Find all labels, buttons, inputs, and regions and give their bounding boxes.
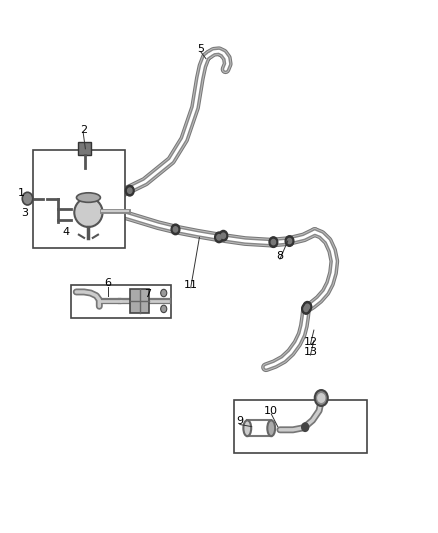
Bar: [234, 400, 367, 453]
Text: 9: 9: [237, 416, 244, 426]
Text: 7: 7: [144, 289, 151, 299]
Circle shape: [221, 233, 226, 238]
Ellipse shape: [267, 420, 275, 436]
Text: 12: 12: [304, 337, 318, 347]
Circle shape: [305, 304, 310, 310]
Text: 4: 4: [62, 227, 69, 237]
Circle shape: [217, 235, 221, 240]
Circle shape: [171, 224, 180, 235]
Circle shape: [219, 230, 228, 241]
Circle shape: [302, 304, 311, 314]
Text: 5: 5: [197, 44, 204, 54]
Circle shape: [271, 239, 276, 245]
Circle shape: [161, 305, 167, 313]
Bar: [33, 150, 125, 248]
Circle shape: [315, 390, 328, 406]
Circle shape: [303, 302, 312, 312]
Circle shape: [318, 394, 325, 402]
Text: 8: 8: [276, 251, 283, 261]
Ellipse shape: [244, 420, 251, 436]
Circle shape: [287, 238, 292, 244]
Text: 11: 11: [184, 280, 198, 290]
Text: 1: 1: [18, 188, 25, 198]
Text: 3: 3: [21, 208, 28, 219]
Text: 13: 13: [304, 348, 318, 358]
Text: 2: 2: [80, 125, 87, 135]
Circle shape: [215, 232, 223, 243]
Bar: [71, 285, 171, 318]
Circle shape: [127, 188, 132, 193]
Circle shape: [302, 423, 309, 431]
Circle shape: [285, 236, 294, 246]
Text: 6: 6: [105, 278, 112, 288]
Ellipse shape: [74, 198, 102, 227]
Text: 10: 10: [264, 406, 278, 416]
Circle shape: [161, 289, 167, 297]
Circle shape: [269, 237, 278, 247]
Circle shape: [22, 192, 33, 205]
Bar: [130, 289, 149, 313]
Ellipse shape: [77, 193, 100, 203]
Circle shape: [125, 185, 134, 196]
Circle shape: [173, 227, 178, 232]
Circle shape: [304, 306, 308, 312]
Bar: [78, 142, 92, 155]
